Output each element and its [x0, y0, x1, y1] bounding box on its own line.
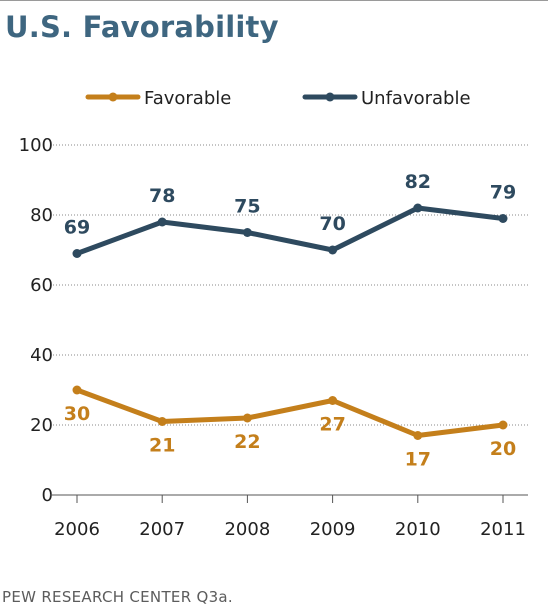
- unfavorable-data-label: 69: [64, 217, 90, 239]
- favorable-data-label: 30: [64, 403, 90, 425]
- y-tick-label: 100: [19, 135, 53, 156]
- favorable-data-label: 22: [234, 431, 260, 453]
- y-tick-label: 60: [30, 275, 53, 296]
- source-note: PEW RESEARCH CENTER Q3a.: [2, 588, 233, 606]
- favorable-point: [242, 413, 252, 423]
- x-tick-label: 2006: [54, 519, 100, 540]
- y-tick-label: 0: [42, 485, 53, 506]
- y-tick-label: 20: [30, 415, 53, 436]
- unfavorable-point: [72, 249, 82, 258]
- unfavorable-point: [328, 245, 338, 255]
- unfavorable-point: [413, 203, 423, 213]
- y-axis: 0 20 40 60 80 100: [19, 135, 53, 506]
- x-tick-label: 2007: [139, 519, 185, 540]
- favorable-point: [498, 420, 508, 430]
- legend-marker-unfavorable: [325, 92, 335, 102]
- unfavorable-data-label: 82: [405, 171, 431, 193]
- unfavorable-data-label: 70: [319, 213, 345, 235]
- chart-title: U.S. Favorability: [5, 10, 279, 44]
- x-tick-label: 2009: [310, 519, 356, 540]
- favorable-data-label: 27: [319, 414, 345, 436]
- unfavorable-data-label: 75: [234, 196, 260, 218]
- unfavorable-point: [157, 217, 167, 227]
- unfavorable-line: [74, 205, 506, 256]
- unfavorable-point: [498, 214, 508, 223]
- favorable-point: [72, 385, 82, 395]
- favorable-data-label: 21: [149, 435, 175, 457]
- series-layer: 30 21 22 27 17 20 69 78 75 70 82 79: [64, 171, 516, 471]
- legend: Favorable Unfavorable: [85, 88, 471, 109]
- x-tick-label: 2010: [395, 519, 441, 540]
- y-tick-label: 80: [30, 205, 53, 226]
- gridlines: [50, 144, 528, 426]
- favorable-data-label: 20: [490, 438, 516, 460]
- unfavorable-point: [242, 228, 252, 237]
- unfavorable-data-label: 79: [490, 182, 516, 204]
- legend-item-favorable: Favorable: [85, 88, 231, 109]
- favorable-line: [74, 387, 506, 438]
- y-tick-label: 40: [30, 345, 53, 366]
- favorable-point: [328, 396, 338, 405]
- legend-marker-favorable: [108, 92, 118, 102]
- legend-label-favorable: Favorable: [144, 88, 231, 109]
- x-axis: 2006 2007 2008 2009 2010 2011: [50, 494, 528, 540]
- unfavorable-data-label: 78: [149, 185, 175, 207]
- legend-item-unfavorable: Unfavorable: [302, 88, 471, 109]
- favorable-point: [413, 431, 423, 440]
- favorable-data-label: 17: [405, 449, 431, 471]
- x-tick-label: 2011: [480, 519, 526, 540]
- x-tick-label: 2008: [224, 519, 270, 540]
- top-rule: [0, 0, 548, 1]
- favorable-point: [157, 417, 167, 426]
- legend-label-unfavorable: Unfavorable: [361, 88, 471, 109]
